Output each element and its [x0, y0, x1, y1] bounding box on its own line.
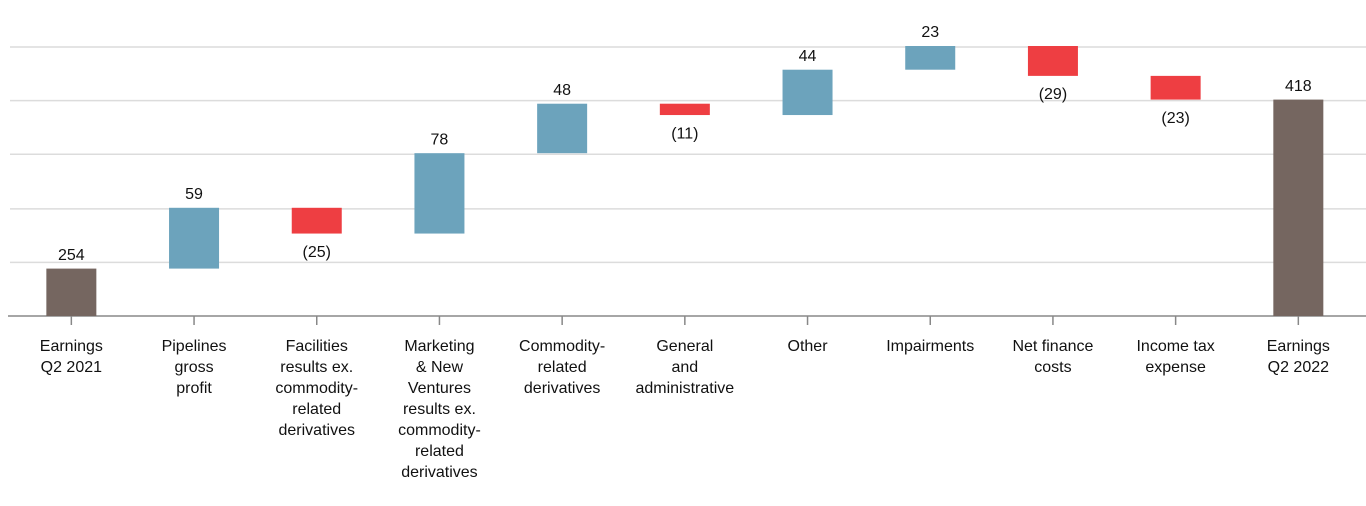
value-label: 254: [58, 247, 85, 264]
bar: [169, 207, 220, 269]
value-label: (11): [671, 125, 698, 142]
bar: [414, 153, 465, 234]
value-label: (23): [1161, 110, 1189, 127]
x-tick-label: Commodity- related derivatives: [519, 338, 606, 397]
bar: [782, 69, 833, 116]
bar: [1273, 99, 1324, 316]
value-label: 48: [553, 82, 571, 99]
x-tick-label: Marketing & New Ventures results ex. com…: [398, 338, 481, 481]
x-tick-label: Other: [787, 338, 828, 355]
value-label: 78: [431, 131, 449, 148]
value-label: 44: [799, 48, 817, 65]
value-label: 23: [921, 24, 939, 41]
x-tick-label: Income tax expense: [1136, 338, 1215, 376]
x-tick-label: Impairments: [886, 338, 975, 355]
x-tick-label: Pipelines gross profit: [161, 338, 227, 397]
bar: [659, 103, 710, 116]
x-tick-label: General and administrative: [635, 338, 735, 397]
x-tick-label: Earnings Q2 2021: [39, 338, 103, 376]
bar: [537, 103, 588, 154]
bar: [291, 207, 342, 234]
value-label: 418: [1285, 78, 1312, 95]
value-label: 59: [185, 186, 203, 203]
bar: [46, 268, 97, 316]
bar: [1150, 75, 1201, 100]
value-label: (25): [303, 244, 331, 261]
x-tick-label: Facilities results ex. commodity- relate…: [275, 338, 359, 439]
bar: [905, 46, 956, 70]
bar: [1027, 46, 1078, 76]
x-tick-label: Earnings Q2 2022: [1266, 338, 1330, 376]
value-label: (29): [1039, 86, 1067, 103]
x-tick-label: Net finance costs: [1012, 338, 1094, 376]
